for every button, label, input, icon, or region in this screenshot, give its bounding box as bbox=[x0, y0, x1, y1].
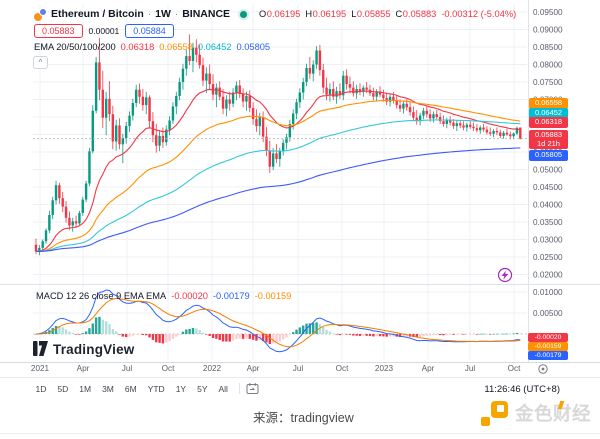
svg-text:Apr: Apr bbox=[247, 364, 260, 373]
axis-settings-gear-icon[interactable] bbox=[538, 364, 548, 374]
svg-text:Oct: Oct bbox=[162, 364, 175, 373]
open-value: 0.06195 bbox=[266, 9, 301, 19]
calendar-icon bbox=[246, 383, 259, 394]
svg-text:0.01000: 0.01000 bbox=[533, 288, 563, 297]
svg-text:Jul: Jul bbox=[122, 364, 133, 373]
jinse-logo-icon bbox=[481, 401, 509, 427]
high-value: 0.06195 bbox=[312, 9, 347, 19]
source-caption: 来源：tradingview bbox=[253, 411, 354, 425]
jinse-brand-text: 金色财经 bbox=[515, 403, 592, 424]
tradingview-watermark-text: TradingView bbox=[53, 341, 135, 357]
tradingview-watermark: TradingView bbox=[33, 341, 134, 357]
macd-hist-axis-chip: -0.00020 bbox=[528, 333, 568, 342]
exchange-label: BINANCE bbox=[182, 8, 231, 20]
low-value: 0.05855 bbox=[356, 9, 391, 19]
ema100-axis-chip: 0.06452 bbox=[529, 108, 568, 119]
svg-text:0.03500: 0.03500 bbox=[533, 218, 563, 227]
goto-date-button[interactable] bbox=[246, 382, 259, 395]
range-5y-button[interactable]: 5Y bbox=[192, 384, 213, 394]
svg-text:0.08500: 0.08500 bbox=[533, 43, 563, 52]
svg-text:0.04000: 0.04000 bbox=[533, 200, 563, 209]
svg-text:0.04500: 0.04500 bbox=[533, 183, 563, 192]
sell-button[interactable]: 0.05883 bbox=[34, 24, 83, 38]
svg-text:0.09000: 0.09000 bbox=[533, 25, 563, 34]
ema-lines bbox=[35, 88, 521, 252]
separator-dot: · bbox=[147, 8, 152, 20]
spread-value: 0.00001 bbox=[88, 26, 120, 36]
macd-lines bbox=[35, 289, 521, 353]
range-3m-button[interactable]: 3M bbox=[97, 384, 120, 394]
toolbar-divider bbox=[239, 383, 241, 394]
range-1y-button[interactable]: 1Y bbox=[170, 384, 191, 394]
price-chart-canvas[interactable]: 2021 Apr Jul Oct 2022 Apr Jul Oct 2023 Apr Jul Oct 0… bbox=[0, 0, 600, 380]
range-1m-button[interactable]: 1M bbox=[74, 384, 97, 394]
ema20-value: 0.06318 bbox=[120, 42, 155, 52]
ethbtc-pair-icon bbox=[34, 7, 47, 21]
svg-text:Apr: Apr bbox=[77, 364, 90, 373]
tradingview-logo-icon bbox=[33, 341, 48, 356]
ema-legend-label: EMA 20/50/100/200 bbox=[34, 42, 116, 52]
svg-text:2022: 2022 bbox=[203, 364, 222, 373]
session-clock[interactable]: 11:26:46 (UTC+8) bbox=[484, 384, 560, 395]
macd-signal-axis-chip: -0.00159 bbox=[528, 342, 568, 351]
range-1d-button[interactable]: 1D bbox=[30, 384, 52, 394]
ohlc-values: O0.06195 H0.06195 L0.05855 C0.05883 -0.0… bbox=[259, 9, 517, 19]
ema200-value: 0.05805 bbox=[236, 42, 271, 52]
range-ytd-button[interactable]: YTD bbox=[142, 384, 170, 394]
svg-text:0.07500: 0.07500 bbox=[533, 78, 563, 87]
svg-text:0.08000: 0.08000 bbox=[533, 60, 563, 69]
symbol-title[interactable]: Ethereum / Bitcoin bbox=[51, 8, 144, 20]
svg-text:0.00500: 0.00500 bbox=[533, 309, 563, 318]
jinse-finance-watermark: 金色财经 bbox=[481, 401, 591, 427]
macd-legend-label: MACD 12 26 close 9 EMA EMA bbox=[36, 291, 167, 301]
svg-text:2023: 2023 bbox=[375, 364, 394, 373]
chart-grid bbox=[33, 4, 527, 360]
svg-text:0.03000: 0.03000 bbox=[533, 235, 563, 244]
axis-labels[interactable]: 2021 Apr Jul Oct 2022 Apr Jul Oct 2023 Apr Jul Oct 0… bbox=[31, 8, 563, 373]
svg-text:Apr: Apr bbox=[422, 364, 435, 373]
svg-text:2021: 2021 bbox=[31, 364, 50, 373]
macd-signal-value: -0.00159 bbox=[254, 291, 292, 301]
svg-text:Oct: Oct bbox=[336, 364, 349, 373]
buy-button[interactable]: 0.05884 bbox=[125, 24, 174, 38]
svg-text:Oct: Oct bbox=[508, 364, 521, 373]
macd-histogram bbox=[33, 316, 527, 344]
bid-ask-row: 0.05883 0.00001 0.05884 bbox=[34, 24, 174, 38]
change-value: -0.00312 (-5.04%) bbox=[441, 9, 517, 19]
ema50-value: 0.06558 bbox=[159, 42, 193, 52]
page-divider bbox=[0, 433, 600, 434]
ema200-axis-chip: 0.05805 bbox=[529, 150, 568, 161]
market-open-dot-icon bbox=[240, 10, 248, 18]
ema50-axis-chip: 0.06558 bbox=[529, 98, 568, 109]
svg-text:Jul: Jul bbox=[465, 364, 476, 373]
last-price-axis-chip: 0.05883 1d 21h bbox=[529, 130, 568, 149]
macd-legend[interactable]: MACD 12 26 close 9 EMA EMA -0.00020 -0.0… bbox=[36, 291, 291, 301]
macd-line-axis-chip: -0.00179 bbox=[528, 351, 568, 360]
range-all-button[interactable]: All bbox=[213, 384, 233, 394]
range-5d-button[interactable]: 5D bbox=[52, 384, 74, 394]
range-toolbar: 1D 5D 1M 3M 6M YTD 1Y 5Y All bbox=[30, 381, 259, 396]
svg-text:0.02500: 0.02500 bbox=[533, 253, 563, 262]
quick-trade-bolt-icon[interactable] bbox=[497, 267, 513, 283]
close-value: 0.05883 bbox=[402, 9, 437, 19]
bar-countdown: 1d 21h bbox=[537, 138, 560, 148]
svg-text:0.02000: 0.02000 bbox=[533, 270, 563, 279]
range-6m-button[interactable]: 6M bbox=[119, 384, 142, 394]
legend-collapse-button[interactable]: ^ bbox=[33, 56, 48, 69]
svg-text:Jul: Jul bbox=[293, 364, 304, 373]
last-price-value: 0.05883 bbox=[534, 130, 563, 139]
ema20-axis-chip: 0.06318 bbox=[529, 117, 568, 128]
ema-legend[interactable]: EMA 20/50/100/200 0.06318 0.06558 0.0645… bbox=[34, 42, 270, 52]
separator-dot: · bbox=[174, 8, 179, 20]
ema100-value: 0.06452 bbox=[197, 42, 232, 52]
chart-legend: Ethereum / Bitcoin · 1W · BINANCE O0.061… bbox=[34, 7, 516, 21]
macd-line-value: -0.00179 bbox=[212, 291, 250, 301]
svg-text:0.09500: 0.09500 bbox=[533, 8, 563, 17]
svg-text:0.05000: 0.05000 bbox=[533, 165, 563, 174]
interval-button[interactable]: 1W bbox=[155, 8, 171, 20]
macd-hist-value: -0.00020 bbox=[171, 291, 208, 301]
